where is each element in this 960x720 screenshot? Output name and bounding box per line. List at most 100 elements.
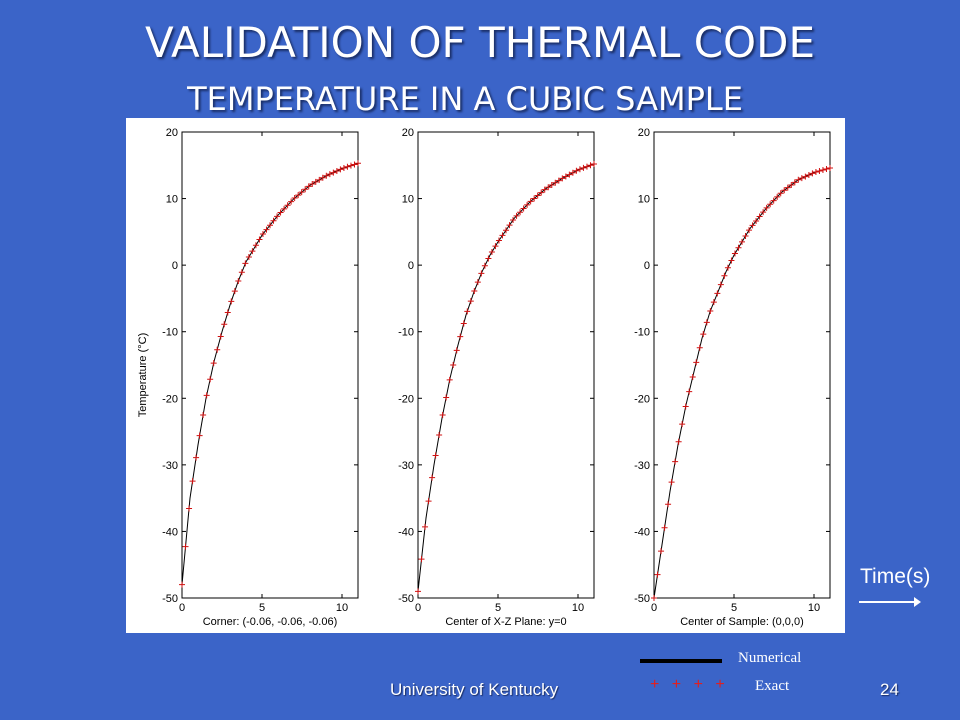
plot-3-ytick-label: -20: [634, 393, 650, 405]
slide-title: VALIDATION OF THERMAL CODE: [144, 18, 815, 67]
plot-1-ytick-label: -10: [162, 327, 178, 339]
plot-1-exact-marker: [207, 376, 214, 383]
plot-3-exact-marker: [682, 403, 689, 410]
legend-exact-marker: + + + +: [650, 676, 729, 693]
plot-1-exact-marker: [249, 248, 256, 255]
plot-3-exact-marker: [654, 571, 661, 578]
plot-3-exact-marker: [805, 171, 812, 178]
plot-2-ytick-label: -30: [398, 460, 414, 472]
plot-1-exact-marker: [238, 269, 245, 276]
plot-2-exact-marker: [520, 205, 527, 212]
plot-2-exact-marker: [555, 177, 562, 184]
slide-subtitle: TEMPERATURE IN A CUBIC SAMPLE: [187, 80, 743, 118]
plot-2-exact-marker: [425, 498, 432, 505]
plot-1-exact-marker: [228, 298, 235, 305]
plot-1-ylabel: Temperature (°C): [137, 333, 149, 417]
plot-3-exact-marker: [749, 222, 756, 229]
plot-2-exact-marker: [446, 376, 453, 383]
footer-text: University of Kentucky: [390, 680, 559, 699]
plot-2-exact-marker: [506, 222, 513, 229]
plot-3-exact-marker: [756, 213, 763, 220]
plot-1-exact-marker: [347, 162, 354, 169]
plot-2-exact-marker: [467, 298, 474, 305]
plot-3-exact-marker: [700, 331, 707, 338]
plot-3-exact-marker: [703, 319, 710, 326]
plot-1-exact-marker: [284, 202, 291, 209]
plot-2-exact-marker: [499, 232, 506, 239]
plot-1-exact-marker: [214, 346, 221, 353]
plot-3-exact-marker: [679, 421, 686, 428]
plot-3-exact-marker: [735, 244, 742, 251]
plot-1-exact-marker: [277, 209, 284, 216]
plot-3-ytick-label: 10: [638, 194, 650, 206]
plot-2-exact-marker: [548, 181, 555, 188]
plot-2-exact-marker: [422, 523, 429, 530]
plot-2-ytick-label: 0: [408, 260, 414, 272]
plot-1-ytick-label: -50: [162, 593, 178, 605]
plot-3-exact-marker: [661, 524, 668, 531]
plot-3-exact-marker: [731, 250, 738, 257]
plot-3-exact-marker: [739, 238, 745, 245]
plot-3-exact-marker: [760, 209, 767, 216]
plot-2-exact-marker: [566, 171, 573, 178]
time-axis-label: Time(s): [860, 565, 931, 588]
plot-2-exact-marker: [485, 255, 492, 262]
plot-2-exact-marker: [541, 186, 548, 193]
plot-1-exact-marker: [326, 171, 333, 178]
plot-3-xtick-label: 0: [651, 602, 657, 614]
plot-3-exact-marker: [753, 217, 760, 224]
plot-2-exact-marker: [471, 287, 478, 294]
plot-2-exact-marker: [545, 184, 552, 191]
plot-1-exact-marker: [186, 505, 193, 512]
plot-2-exact-marker: [510, 216, 517, 223]
plot-2-exact-marker: [443, 394, 450, 401]
plot-3-exact-marker: [819, 166, 826, 173]
plot-1-exact-marker: [242, 260, 249, 267]
plot-2-exact-marker: [534, 192, 541, 199]
plot-2-exact-marker: [418, 556, 425, 563]
plot-2-xtick-label: 5: [495, 602, 501, 614]
plot-1-exact-marker: [305, 183, 312, 190]
plot-3-ytick-label: -40: [634, 526, 650, 538]
plot-3-ytick-label: -50: [634, 593, 650, 605]
plot-2-exact-marker: [503, 227, 509, 234]
plot-2-exact-marker: [538, 189, 545, 196]
plot-1-xtick-label: 5: [259, 602, 265, 614]
plot-2-exact-marker: [562, 173, 569, 180]
plot-2-exact-marker: [527, 198, 534, 205]
plot-3-exact-marker: [816, 168, 823, 175]
legend-numerical-line: [640, 659, 722, 663]
plot-3-exact-marker: [788, 181, 795, 188]
plot-3-ytick-label: 20: [638, 127, 650, 139]
plot-1-ytick-label: -40: [162, 526, 178, 538]
plot-1-exact-marker: [224, 309, 231, 316]
plot-2-xlabel: Center of X-Z Plane: y=0: [445, 616, 566, 628]
plot-2-exact-marker: [591, 160, 597, 167]
plot-1-exact-marker: [355, 160, 361, 167]
plot-2-ytick-label: -10: [398, 327, 414, 339]
plot-2-ytick-label: -40: [398, 526, 414, 538]
plot-1-xtick-label: 10: [336, 602, 348, 614]
plot-2-exact-marker: [580, 164, 587, 171]
plot-2-xtick-label: 0: [415, 602, 421, 614]
plot-3-axes-box: [653, 131, 831, 599]
plot-2-exact-marker: [559, 175, 566, 182]
plot-3-exact-marker: [675, 438, 682, 445]
plot-2-exact-marker: [450, 362, 457, 368]
plot-3-exact-marker: [774, 193, 781, 200]
plot-2-exact-marker: [576, 166, 583, 173]
plot-2-ytick-label: 20: [402, 127, 414, 139]
plot-2-exact-marker: [552, 179, 559, 186]
plot-3-exact-marker: [717, 281, 724, 288]
plot-2-exact-marker: [587, 162, 594, 169]
plot-3-exact-marker: [781, 187, 788, 194]
plot-3-ytick-label: -10: [634, 327, 650, 339]
plot-2-exact-marker: [436, 432, 443, 439]
plot-2-exact-marker: [495, 237, 502, 244]
plot-2-exact-marker: [531, 195, 538, 202]
plot-2-exact-marker: [464, 308, 471, 315]
plot-3-exact-marker: [721, 272, 728, 279]
plot-1-exact-marker: [245, 254, 252, 261]
plot-1-exact-marker: [267, 222, 273, 229]
plot-1-exact-marker: [252, 242, 259, 249]
